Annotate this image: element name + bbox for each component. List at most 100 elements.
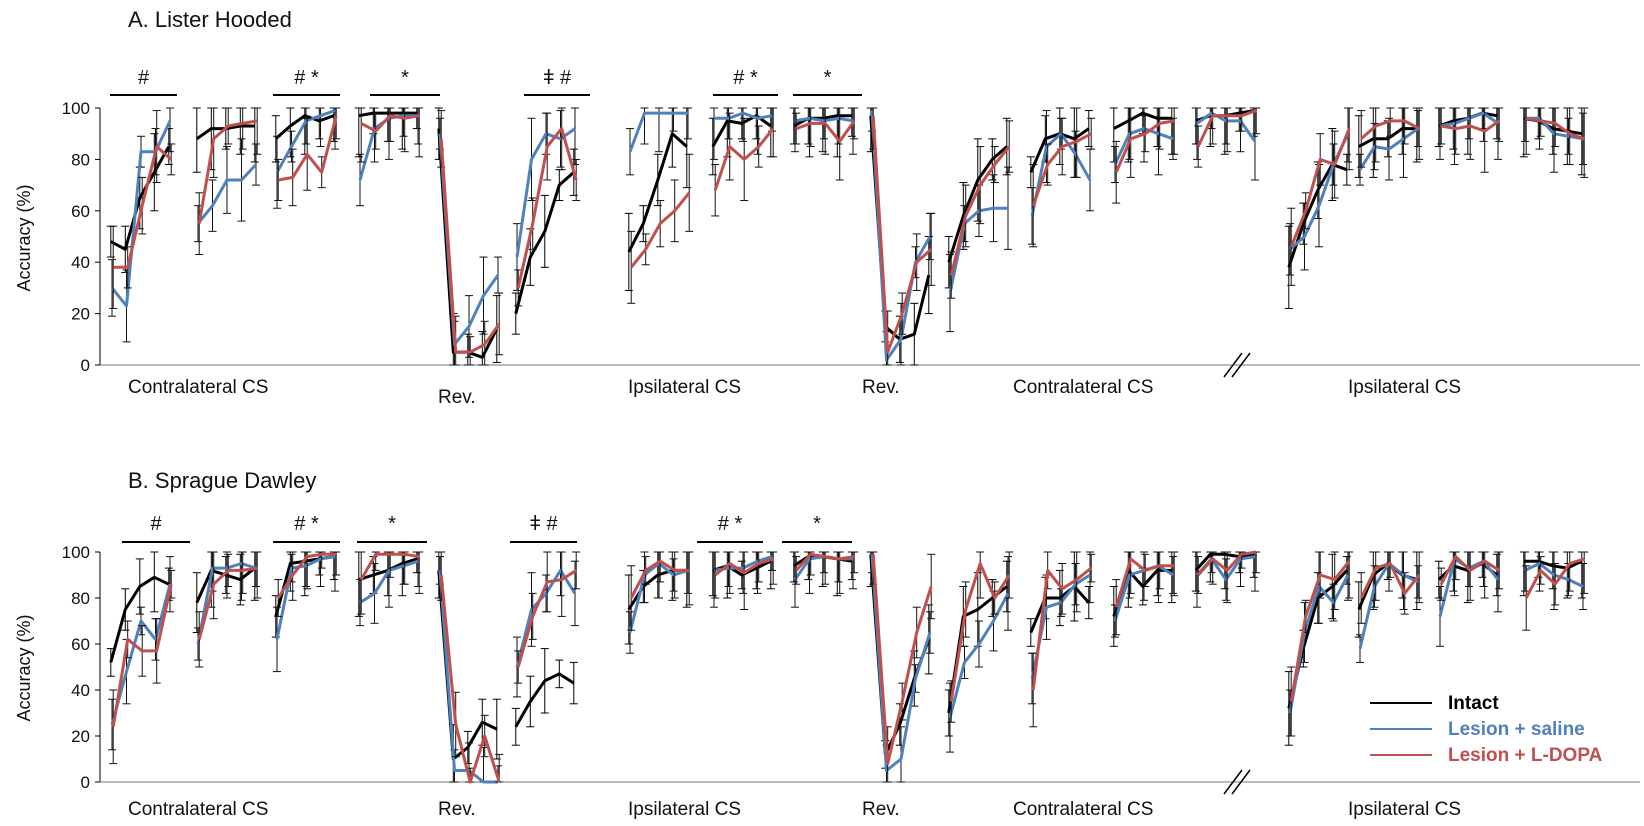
phase-label: Rev. — [862, 377, 900, 398]
series-line-ldopa — [1114, 557, 1175, 608]
session-block — [1191, 550, 1261, 608]
panel-title: A. Lister Hooded — [128, 7, 292, 32]
session-block — [1519, 551, 1589, 631]
series-line-ldopa — [629, 559, 690, 599]
series-line-saline — [794, 116, 854, 123]
series-line-ldopa — [516, 127, 578, 289]
legend-label-intact: Intact — [1448, 693, 1499, 714]
series-line-ldopa — [1289, 128, 1351, 248]
series-line-saline — [1196, 111, 1257, 143]
session-block — [1284, 551, 1354, 746]
series-line-saline — [196, 562, 257, 645]
y-axis-title: Accuracy (%) — [14, 184, 34, 291]
series-line-saline — [1524, 562, 1584, 588]
y-tick-label: 40 — [71, 253, 90, 272]
series-line-ldopa — [1359, 562, 1421, 599]
session-block — [271, 107, 341, 209]
series-line-ldopa — [516, 569, 578, 668]
session-block — [434, 551, 504, 784]
series-line-ldopa — [1360, 119, 1420, 140]
series-line-saline — [110, 583, 172, 725]
session-block — [354, 551, 424, 627]
phase-label: Contralateral CS — [128, 377, 268, 398]
session-block — [944, 117, 1014, 333]
phase-label: Ipsilateral CS — [628, 377, 741, 398]
series-line-intact — [195, 566, 256, 604]
series-line-ldopa — [795, 120, 856, 143]
significance-label: # * — [718, 513, 743, 535]
series-line-intact — [1287, 163, 1348, 268]
plot-area — [106, 107, 1589, 366]
series-line-ldopa — [1031, 132, 1092, 207]
series-line-ldopa — [713, 127, 775, 191]
session-block — [866, 551, 936, 783]
session-block — [1434, 551, 1504, 647]
session-block — [624, 107, 694, 304]
series-line-saline — [275, 109, 336, 174]
significance-label: # * — [294, 513, 319, 535]
phase-labels: Contralateral CS Rev. Ipsilateral CS Rev. Co… — [128, 799, 1461, 820]
series-line-intact — [109, 575, 170, 663]
series-line-ldopa — [1289, 560, 1351, 702]
series-line-intact — [358, 111, 417, 118]
series-line-ldopa — [1031, 566, 1093, 691]
session-block — [192, 107, 262, 255]
y-tick-label: 20 — [71, 727, 90, 746]
phase-label: Contralateral CS — [128, 799, 268, 820]
y-tick-label: 20 — [71, 305, 90, 324]
phase-label: Ipsilateral CS — [1348, 799, 1461, 820]
series-line-intact — [514, 171, 575, 314]
significance-markers: # # * * ǂ # # * * — [122, 513, 852, 543]
series-line-ldopa — [949, 145, 1011, 276]
axis-break-mark — [1231, 352, 1251, 378]
session-block — [192, 551, 262, 668]
series-line-intact — [1113, 111, 1172, 130]
series-line-intact — [110, 145, 171, 251]
y-axis-title: Accuracy (%) — [14, 614, 34, 721]
y-tick-label: 0 — [81, 356, 90, 375]
axes — [99, 552, 1640, 795]
session-block — [354, 107, 424, 207]
series-line-saline — [628, 111, 688, 153]
series-line-saline — [1439, 111, 1499, 128]
significance-label: # * — [733, 67, 758, 89]
session-block — [1434, 107, 1504, 173]
series-line-saline — [1030, 132, 1092, 217]
series-line-saline — [1113, 127, 1174, 166]
session-block — [106, 107, 176, 343]
axis-break-mark — [1231, 769, 1251, 795]
plot-area — [106, 550, 1589, 784]
series-line-intact — [1358, 127, 1417, 148]
session-block — [1026, 551, 1096, 728]
session-block — [1519, 107, 1589, 178]
significance-label: # — [138, 67, 150, 89]
phase-label: Ipsilateral CS — [1348, 377, 1461, 398]
session-block — [866, 107, 936, 366]
phase-label: Rev. — [862, 799, 900, 820]
session-block — [1354, 551, 1424, 663]
series-line-saline — [196, 163, 258, 225]
series-line-ldopa — [277, 115, 338, 182]
phase-label: Rev. — [438, 387, 476, 408]
series-line-ldopa — [1196, 109, 1257, 148]
session-block — [1109, 551, 1179, 647]
session-block — [789, 551, 859, 608]
series-line-saline — [110, 120, 172, 308]
series-line-ldopa — [1440, 119, 1501, 133]
session-block — [106, 551, 176, 765]
axis-break-mark — [1223, 769, 1243, 795]
session-block — [1109, 107, 1179, 204]
series-line-saline — [948, 592, 1010, 718]
series-line-saline — [438, 570, 498, 784]
phase-label: Contralateral CS — [1013, 799, 1153, 820]
series-line-intact — [627, 132, 688, 253]
phase-label: Ipsilateral CS — [628, 799, 741, 820]
series-line-ldopa — [1525, 116, 1585, 141]
series-line-ldopa — [630, 191, 691, 269]
session-block — [624, 551, 694, 654]
session-block — [708, 107, 778, 217]
series-line-ldopa — [439, 138, 501, 354]
series-line-ldopa — [795, 552, 855, 572]
significance-label: ǂ # — [543, 67, 572, 89]
